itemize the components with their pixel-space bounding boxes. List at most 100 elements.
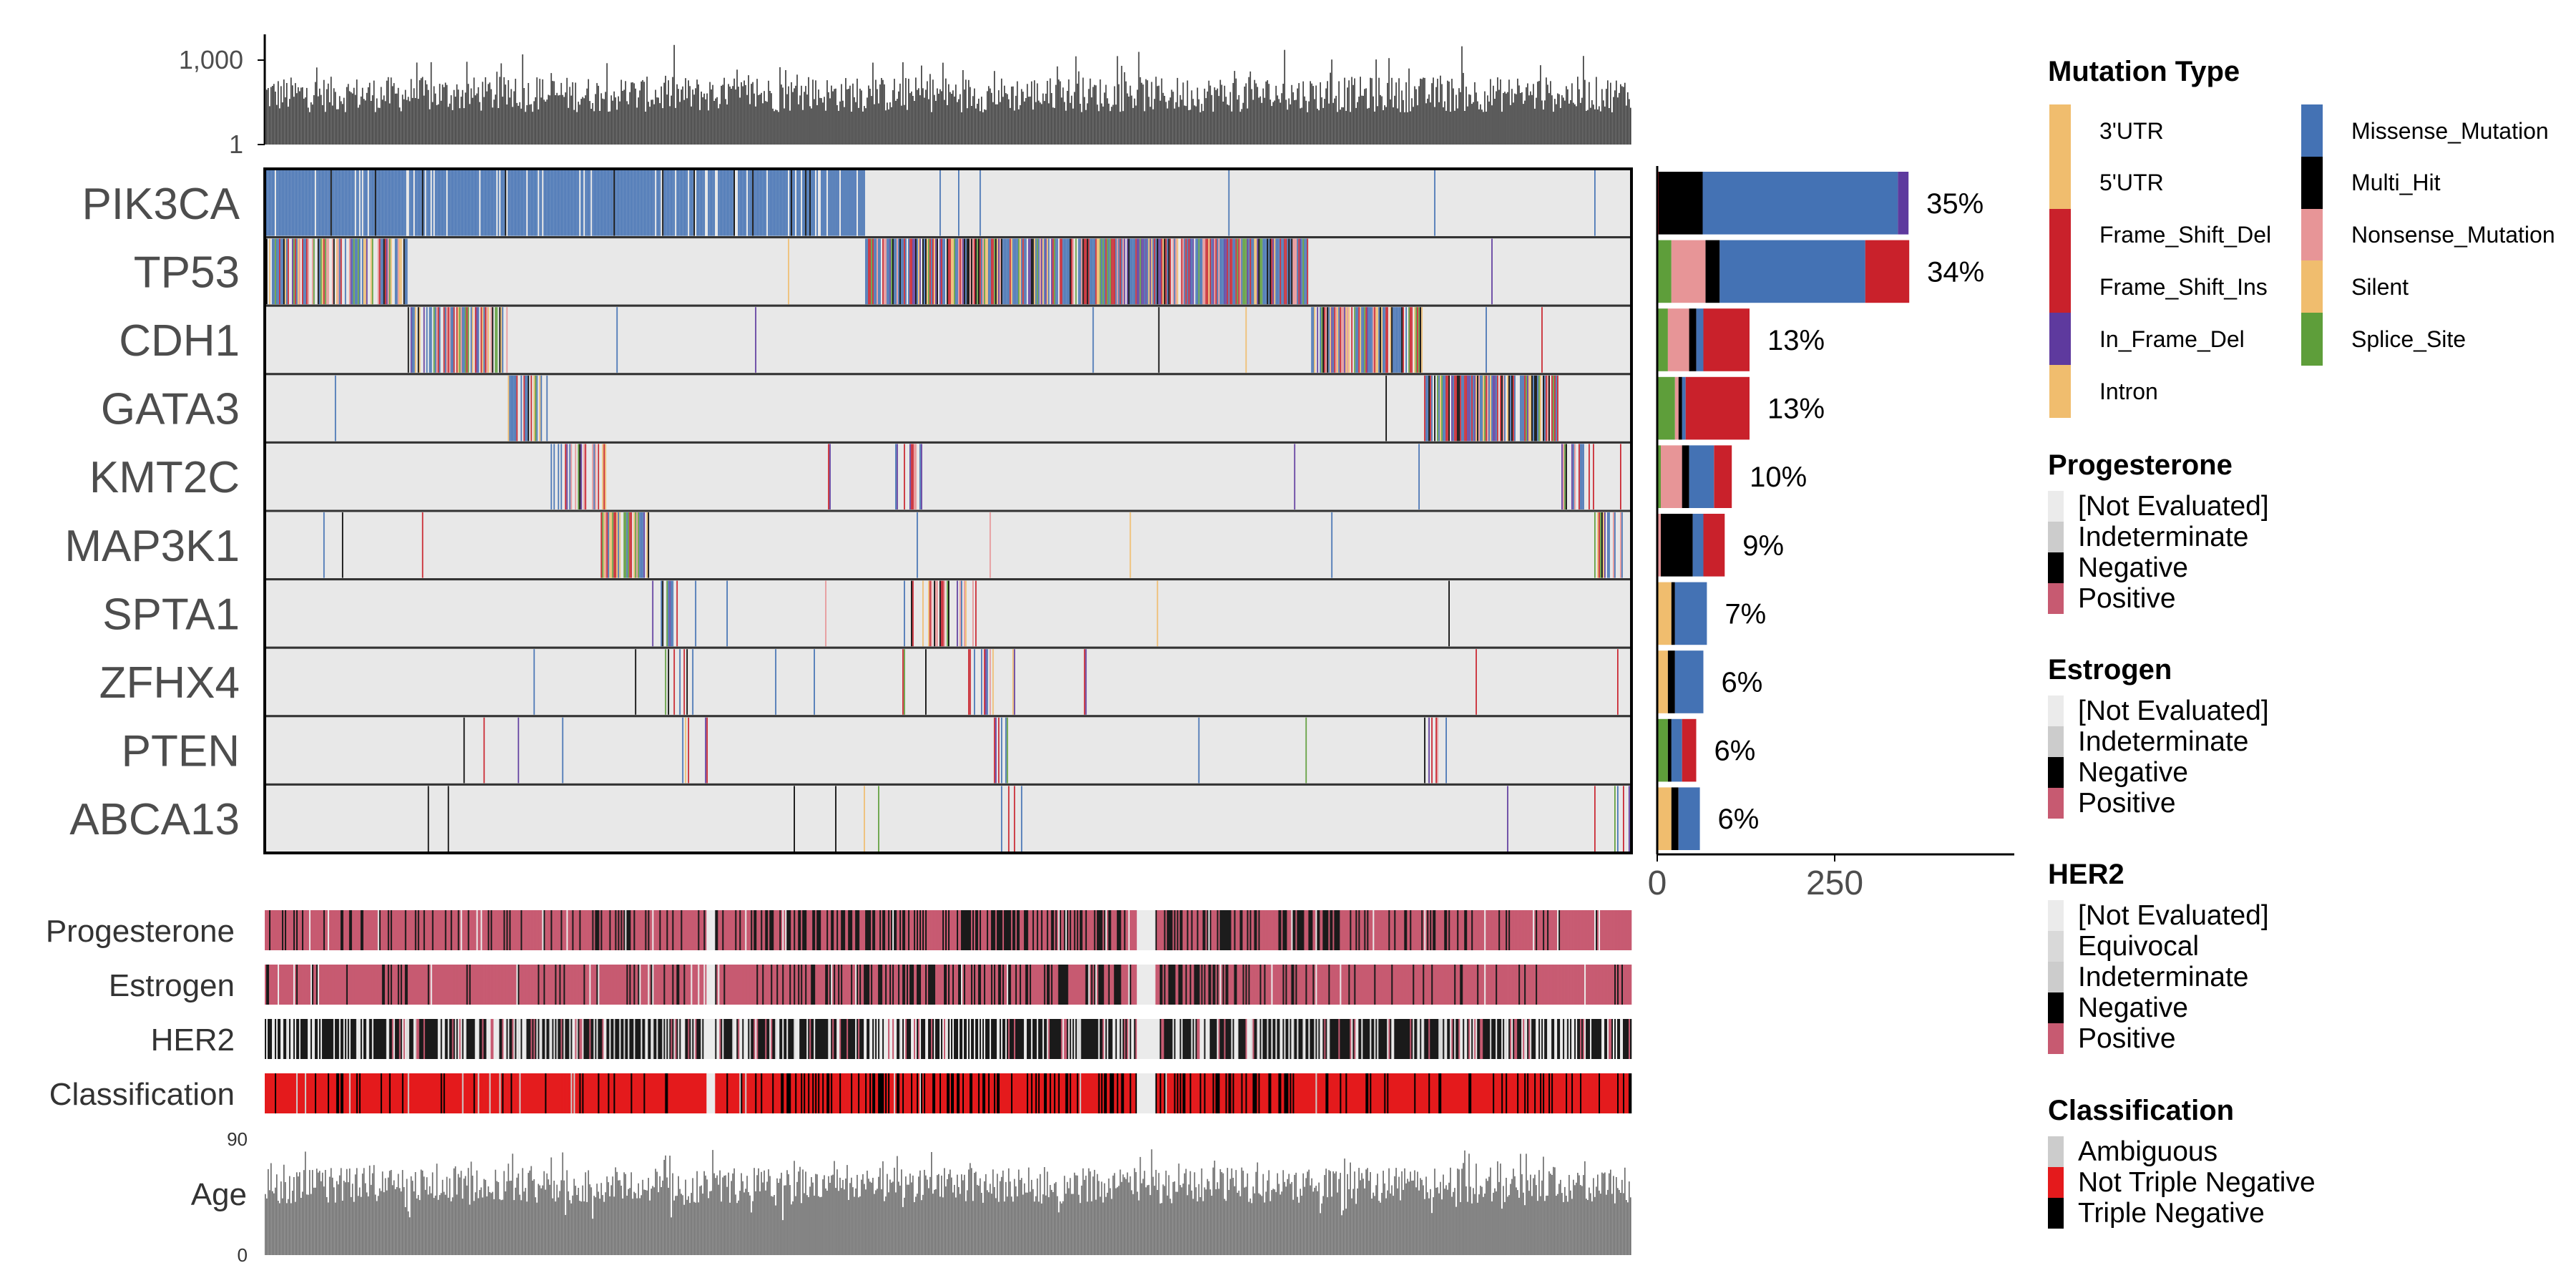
gene-percentage-tp53: 34% bbox=[1927, 256, 1984, 288]
count-bar-segment bbox=[1674, 650, 1704, 713]
gene-percentage-spta1: 7% bbox=[1724, 598, 1766, 630]
mutation-legend-swatch bbox=[2301, 104, 2323, 157]
mutation-cells-pten bbox=[463, 717, 1447, 784]
clinical-legend-label: [Not Evaluated] bbox=[2078, 899, 2269, 931]
clinical-legend-item: [Not Evaluated] bbox=[2048, 900, 2269, 931]
mutation-legend-swatch bbox=[2049, 156, 2071, 210]
clinical-legend-item: Ambiguous bbox=[2048, 1136, 2316, 1167]
count-bar-segment bbox=[1657, 582, 1672, 645]
estrogen-legend: Estrogen [Not Evaluated] Indeterminate Neg… bbox=[2048, 654, 2269, 819]
clinical-legend-label: Negative bbox=[2078, 756, 2188, 788]
clinical-legend-label: Triple Negative bbox=[2078, 1197, 2265, 1229]
clinical-legend-swatch bbox=[2048, 992, 2064, 1023]
classification-legend: Classification Ambiguous Not Triple Negat… bbox=[2048, 1095, 2316, 1229]
gene-row-background bbox=[265, 716, 1631, 785]
clinical-legend-swatch bbox=[2048, 1198, 2064, 1229]
count-bar-segment bbox=[1714, 445, 1732, 508]
count-bar-segment bbox=[1661, 445, 1682, 508]
mutation-legend-item: Frame_Shift_Ins bbox=[2049, 260, 2268, 314]
gene-label-pik3ca: PIK3CA bbox=[82, 180, 240, 229]
count-bar-segment bbox=[1898, 172, 1909, 235]
mutation-cells-tp53 bbox=[266, 238, 1631, 305]
clinical-legend-label: Negative bbox=[2078, 992, 2188, 1023]
classification-legend-title: Classification bbox=[2048, 1095, 2235, 1126]
progesterone-legend: Progesterone [Not Evaluated] Indeterminat… bbox=[2048, 449, 2269, 614]
mutation-legend-item: Frame_Shift_Del bbox=[2049, 208, 2272, 262]
mutation-legend-swatch bbox=[2049, 313, 2071, 366]
count-bar-segment bbox=[1705, 240, 1720, 303]
gene-label-abca13: ABCA13 bbox=[69, 795, 240, 844]
her2-legend-title: HER2 bbox=[2048, 859, 2124, 890]
count-bar-segment bbox=[1661, 514, 1693, 577]
clinical-legend-label: Positive bbox=[2078, 787, 2176, 819]
gene-row-kmt2c bbox=[263, 441, 1633, 512]
mutation-legend-item: Missense_Mutation bbox=[2301, 104, 2549, 157]
tmb-bars bbox=[265, 44, 1631, 145]
mutation-legend-label: Frame_Shift_Del bbox=[2099, 222, 2272, 248]
gene-label-zfhx4: ZFHX4 bbox=[99, 658, 240, 708]
mutation-legend-label: Intron bbox=[2099, 378, 2158, 404]
gene-row-tp53 bbox=[263, 236, 1633, 307]
clinical-legend-item: Negative bbox=[2048, 757, 2269, 788]
clinical-legend-swatch bbox=[2048, 522, 2064, 552]
gene-percentage-kmt2c: 10% bbox=[1750, 462, 1807, 493]
clinical-legend-item: Positive bbox=[2048, 1023, 2269, 1054]
count-bar-segment bbox=[1703, 308, 1750, 371]
count-bar-segment bbox=[1671, 582, 1675, 645]
gene-label-kmt2c: KMT2C bbox=[89, 453, 240, 502]
gene-percentage-gata3: 13% bbox=[1767, 394, 1825, 425]
count-bar-segment bbox=[1657, 787, 1672, 850]
gene-row-pik3ca bbox=[263, 167, 1633, 239]
her2-legend: HER2 [Not Evaluated] Equivocal Indetermina… bbox=[2048, 859, 2269, 1054]
mutation-legend-item: Intron bbox=[2049, 365, 2158, 418]
mutation-legend-swatch bbox=[2301, 156, 2323, 210]
clinical-legend-label: Not Triple Negative bbox=[2078, 1166, 2316, 1198]
gene-percentage-cdh1: 13% bbox=[1767, 325, 1825, 356]
gene-count-bars bbox=[1657, 172, 1910, 850]
gene-row-background bbox=[265, 648, 1631, 716]
clinical-legend-item: Not Triple Negative bbox=[2048, 1167, 2316, 1198]
count-bar-segment bbox=[1657, 514, 1661, 577]
clinical-legend-label: Indeterminate bbox=[2078, 961, 2249, 992]
clinical-legend-item: Negative bbox=[2048, 992, 2269, 1023]
count-bar-segment bbox=[1702, 172, 1898, 235]
count-bar-segment bbox=[1667, 308, 1689, 371]
gene-row-background bbox=[265, 511, 1631, 580]
mutation-legend-label: Missense_Mutation bbox=[2351, 117, 2549, 144]
clinical-legend-swatch bbox=[2048, 491, 2064, 522]
count-bar-segment bbox=[1659, 172, 1703, 235]
count-bar-segment bbox=[1689, 308, 1697, 371]
count-bar-segment bbox=[1692, 514, 1704, 577]
clinical-legend-swatch bbox=[2048, 931, 2064, 962]
clinical-legend-label: Indeterminate bbox=[2078, 726, 2249, 757]
clinical-legend-swatch bbox=[2048, 962, 2064, 992]
matrix-border bbox=[263, 167, 1633, 854]
count-bar-segment bbox=[1667, 718, 1672, 782]
mutation-legend-item: Splice_Site bbox=[2301, 313, 2466, 366]
count-bar-segment bbox=[1671, 240, 1706, 303]
mutation-legend-swatch bbox=[2301, 313, 2323, 366]
progesterone-legend-title: Progesterone bbox=[2048, 449, 2233, 481]
clinical-legend-item: Positive bbox=[2048, 788, 2269, 819]
count-bar-segment bbox=[1657, 376, 1675, 440]
mutation-cells-pik3ca bbox=[265, 170, 1596, 236]
clinical-legend-label: Positive bbox=[2078, 582, 2176, 614]
gene-label-tp53: TP53 bbox=[134, 248, 240, 297]
gene-row-spta1 bbox=[263, 578, 1633, 649]
gene-label-spta1: SPTA1 bbox=[102, 590, 240, 639]
mutation-legend-label: Nonsense_Mutation bbox=[2351, 222, 2555, 248]
clinical-legend-label: [Not Evaluated] bbox=[2078, 695, 2269, 726]
mutation-legend-title: Mutation Type bbox=[2048, 56, 2240, 87]
clinical-legend-item: Equivocal bbox=[2048, 931, 2269, 962]
count-bar-segment bbox=[1678, 376, 1682, 440]
clinical-legend-label: Ambiguous bbox=[2078, 1136, 2218, 1167]
clinical-track-her2 bbox=[265, 1019, 1632, 1059]
mutation-cells-spta1 bbox=[652, 580, 1450, 647]
gene-row-abca13 bbox=[263, 783, 1633, 854]
clinical-legend-swatch bbox=[2048, 1167, 2064, 1198]
gene-row-background bbox=[265, 442, 1631, 511]
age-tick-label: 90 bbox=[227, 1128, 248, 1150]
tmb-tick-label: 1 bbox=[229, 130, 243, 159]
gene-label-gata3: GATA3 bbox=[101, 385, 240, 434]
mutation-legend-label: 5'UTR bbox=[2099, 170, 2164, 196]
